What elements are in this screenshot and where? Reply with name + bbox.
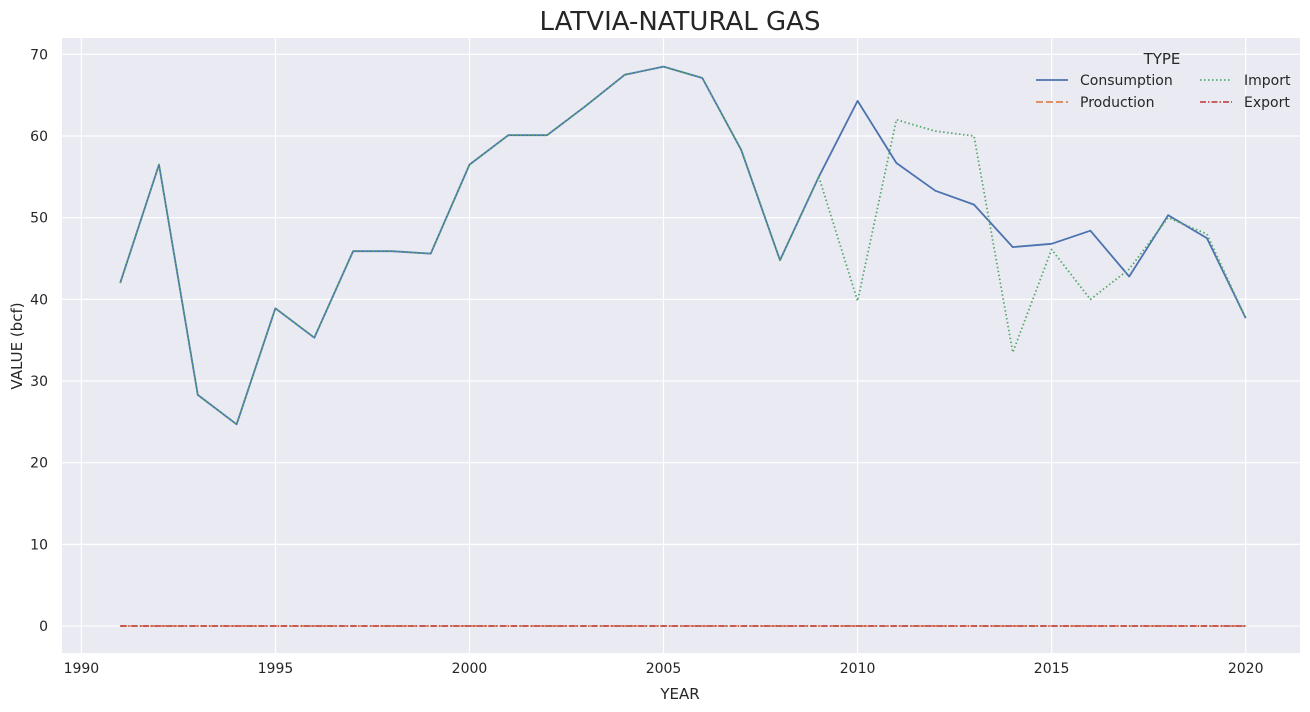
y-tick-label: 70 bbox=[30, 47, 48, 63]
x-axis-label: YEAR bbox=[659, 685, 699, 703]
y-tick-label: 0 bbox=[39, 619, 48, 635]
x-tick-label: 1990 bbox=[64, 661, 100, 677]
legend-label: Import bbox=[1244, 73, 1291, 89]
legend-item-consumption: Consumption bbox=[1036, 73, 1173, 89]
legend-label: Export bbox=[1244, 95, 1290, 111]
gridlines bbox=[62, 38, 1300, 653]
legend: TYPE Consumption Production Import Export bbox=[1036, 50, 1291, 111]
x-tick-label: 2000 bbox=[452, 661, 488, 677]
series-lines bbox=[119, 65, 1247, 627]
y-axis-label: VALUE (bcf) bbox=[8, 302, 26, 389]
y-tick-label: 20 bbox=[30, 456, 48, 472]
legend-item-export: Export bbox=[1200, 95, 1290, 111]
y-tick-label: 30 bbox=[30, 374, 48, 390]
tick-labels: 1990 1995 2000 2005 2010 2015 2020 0 10 20 30 40 50 6… bbox=[30, 47, 1263, 677]
x-tick-label: 2020 bbox=[1228, 661, 1264, 677]
y-tick-label: 50 bbox=[30, 211, 48, 227]
legend-label: Production bbox=[1080, 95, 1154, 111]
y-tick-label: 10 bbox=[30, 537, 48, 553]
series-line-import bbox=[119, 65, 1247, 426]
legend-title: TYPE bbox=[1143, 50, 1181, 68]
chart-title: LATVIA-NATURAL GAS bbox=[540, 7, 821, 37]
legend-item-import: Import bbox=[1200, 73, 1291, 89]
plot-area bbox=[62, 38, 1300, 653]
x-tick-label: 1995 bbox=[258, 661, 294, 677]
y-tick-label: 40 bbox=[30, 292, 48, 308]
legend-item-production: Production bbox=[1036, 95, 1154, 111]
x-tick-label: 2005 bbox=[646, 661, 682, 677]
legend-label: Consumption bbox=[1080, 73, 1173, 89]
x-tick-label: 2010 bbox=[840, 661, 876, 677]
x-tick-label: 2015 bbox=[1034, 661, 1070, 677]
y-tick-label: 60 bbox=[30, 129, 48, 145]
